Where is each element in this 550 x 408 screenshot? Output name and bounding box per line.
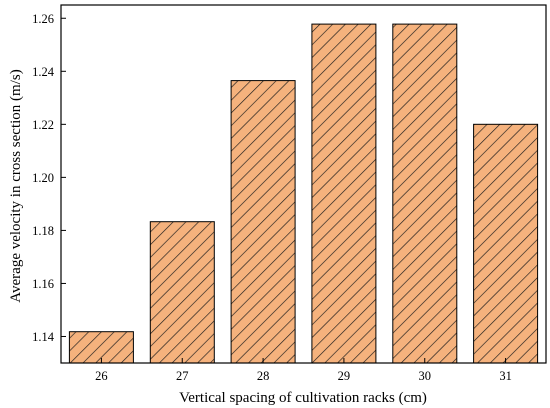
x-tick-label: 29 — [338, 369, 351, 383]
plot-frame — [60, 4, 547, 364]
y-tick-label: 1.22 — [32, 118, 54, 132]
bar-30 — [392, 23, 458, 364]
y-tick-label: 1.20 — [32, 171, 54, 185]
bar-27 — [149, 221, 215, 364]
bar-28 — [230, 80, 296, 364]
bars-layer — [68, 23, 539, 364]
y-tick-label: 1.18 — [32, 224, 54, 238]
x-tick-label: 27 — [176, 369, 189, 383]
x-axis-title: Vertical spacing of cultivation racks (c… — [179, 390, 427, 406]
bar-26 — [68, 331, 134, 364]
x-tick-label: 31 — [499, 369, 512, 383]
axes-layer: 1.14 1.16 1.18 1.20 1.22 1.24 1.26 26 27 28 29 30 31 — [32, 4, 547, 383]
y-tick-label: 1.26 — [32, 12, 54, 26]
x-tick-label: 26 — [95, 369, 108, 383]
x-tick-label: 28 — [257, 369, 270, 383]
y-tick-label: 1.16 — [32, 277, 54, 291]
bar-29 — [311, 23, 377, 364]
y-axis-title: Average velocity in cross section (m/s) — [8, 69, 24, 302]
y-tick-label: 1.14 — [32, 330, 55, 344]
bar-31 — [473, 123, 539, 364]
y-tick-label: 1.24 — [32, 65, 55, 79]
x-tick-label: 30 — [419, 369, 432, 383]
